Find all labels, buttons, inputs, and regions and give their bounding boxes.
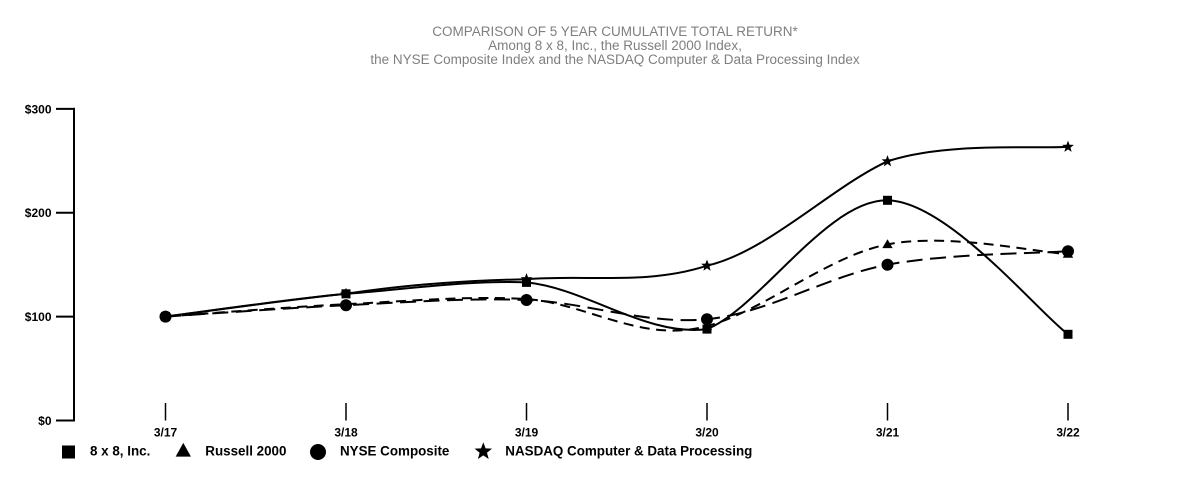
svg-text:NASDAQ Computer & Data Process: NASDAQ Computer & Data Processing [505,444,752,459]
svg-text:$100: $100 [25,310,52,324]
svg-text:$200: $200 [25,206,52,220]
svg-text:Among 8 x 8, Inc., the Russell: Among 8 x 8, Inc., the Russell 2000 Inde… [488,38,742,53]
svg-text:3/21: 3/21 [876,426,900,440]
svg-text:3/17: 3/17 [154,426,178,440]
svg-text:Russell 2000: Russell 2000 [205,444,286,459]
svg-text:3/18: 3/18 [334,426,358,440]
svg-text:3/22: 3/22 [1056,426,1080,440]
svg-text:the NYSE Composite Index and t: the NYSE Composite Index and the NASDAQ … [370,52,859,67]
svg-text:$300: $300 [25,102,52,116]
svg-text:COMPARISON OF 5 YEAR CUMULATIV: COMPARISON OF 5 YEAR CUMULATIVE TOTAL RE… [432,24,798,39]
svg-text:NYSE Composite: NYSE Composite [340,444,449,459]
svg-text:3/20: 3/20 [695,426,719,440]
svg-text:$0: $0 [38,414,52,428]
svg-text:8 x 8, Inc.: 8 x 8, Inc. [90,444,150,459]
svg-text:3/19: 3/19 [515,426,539,440]
